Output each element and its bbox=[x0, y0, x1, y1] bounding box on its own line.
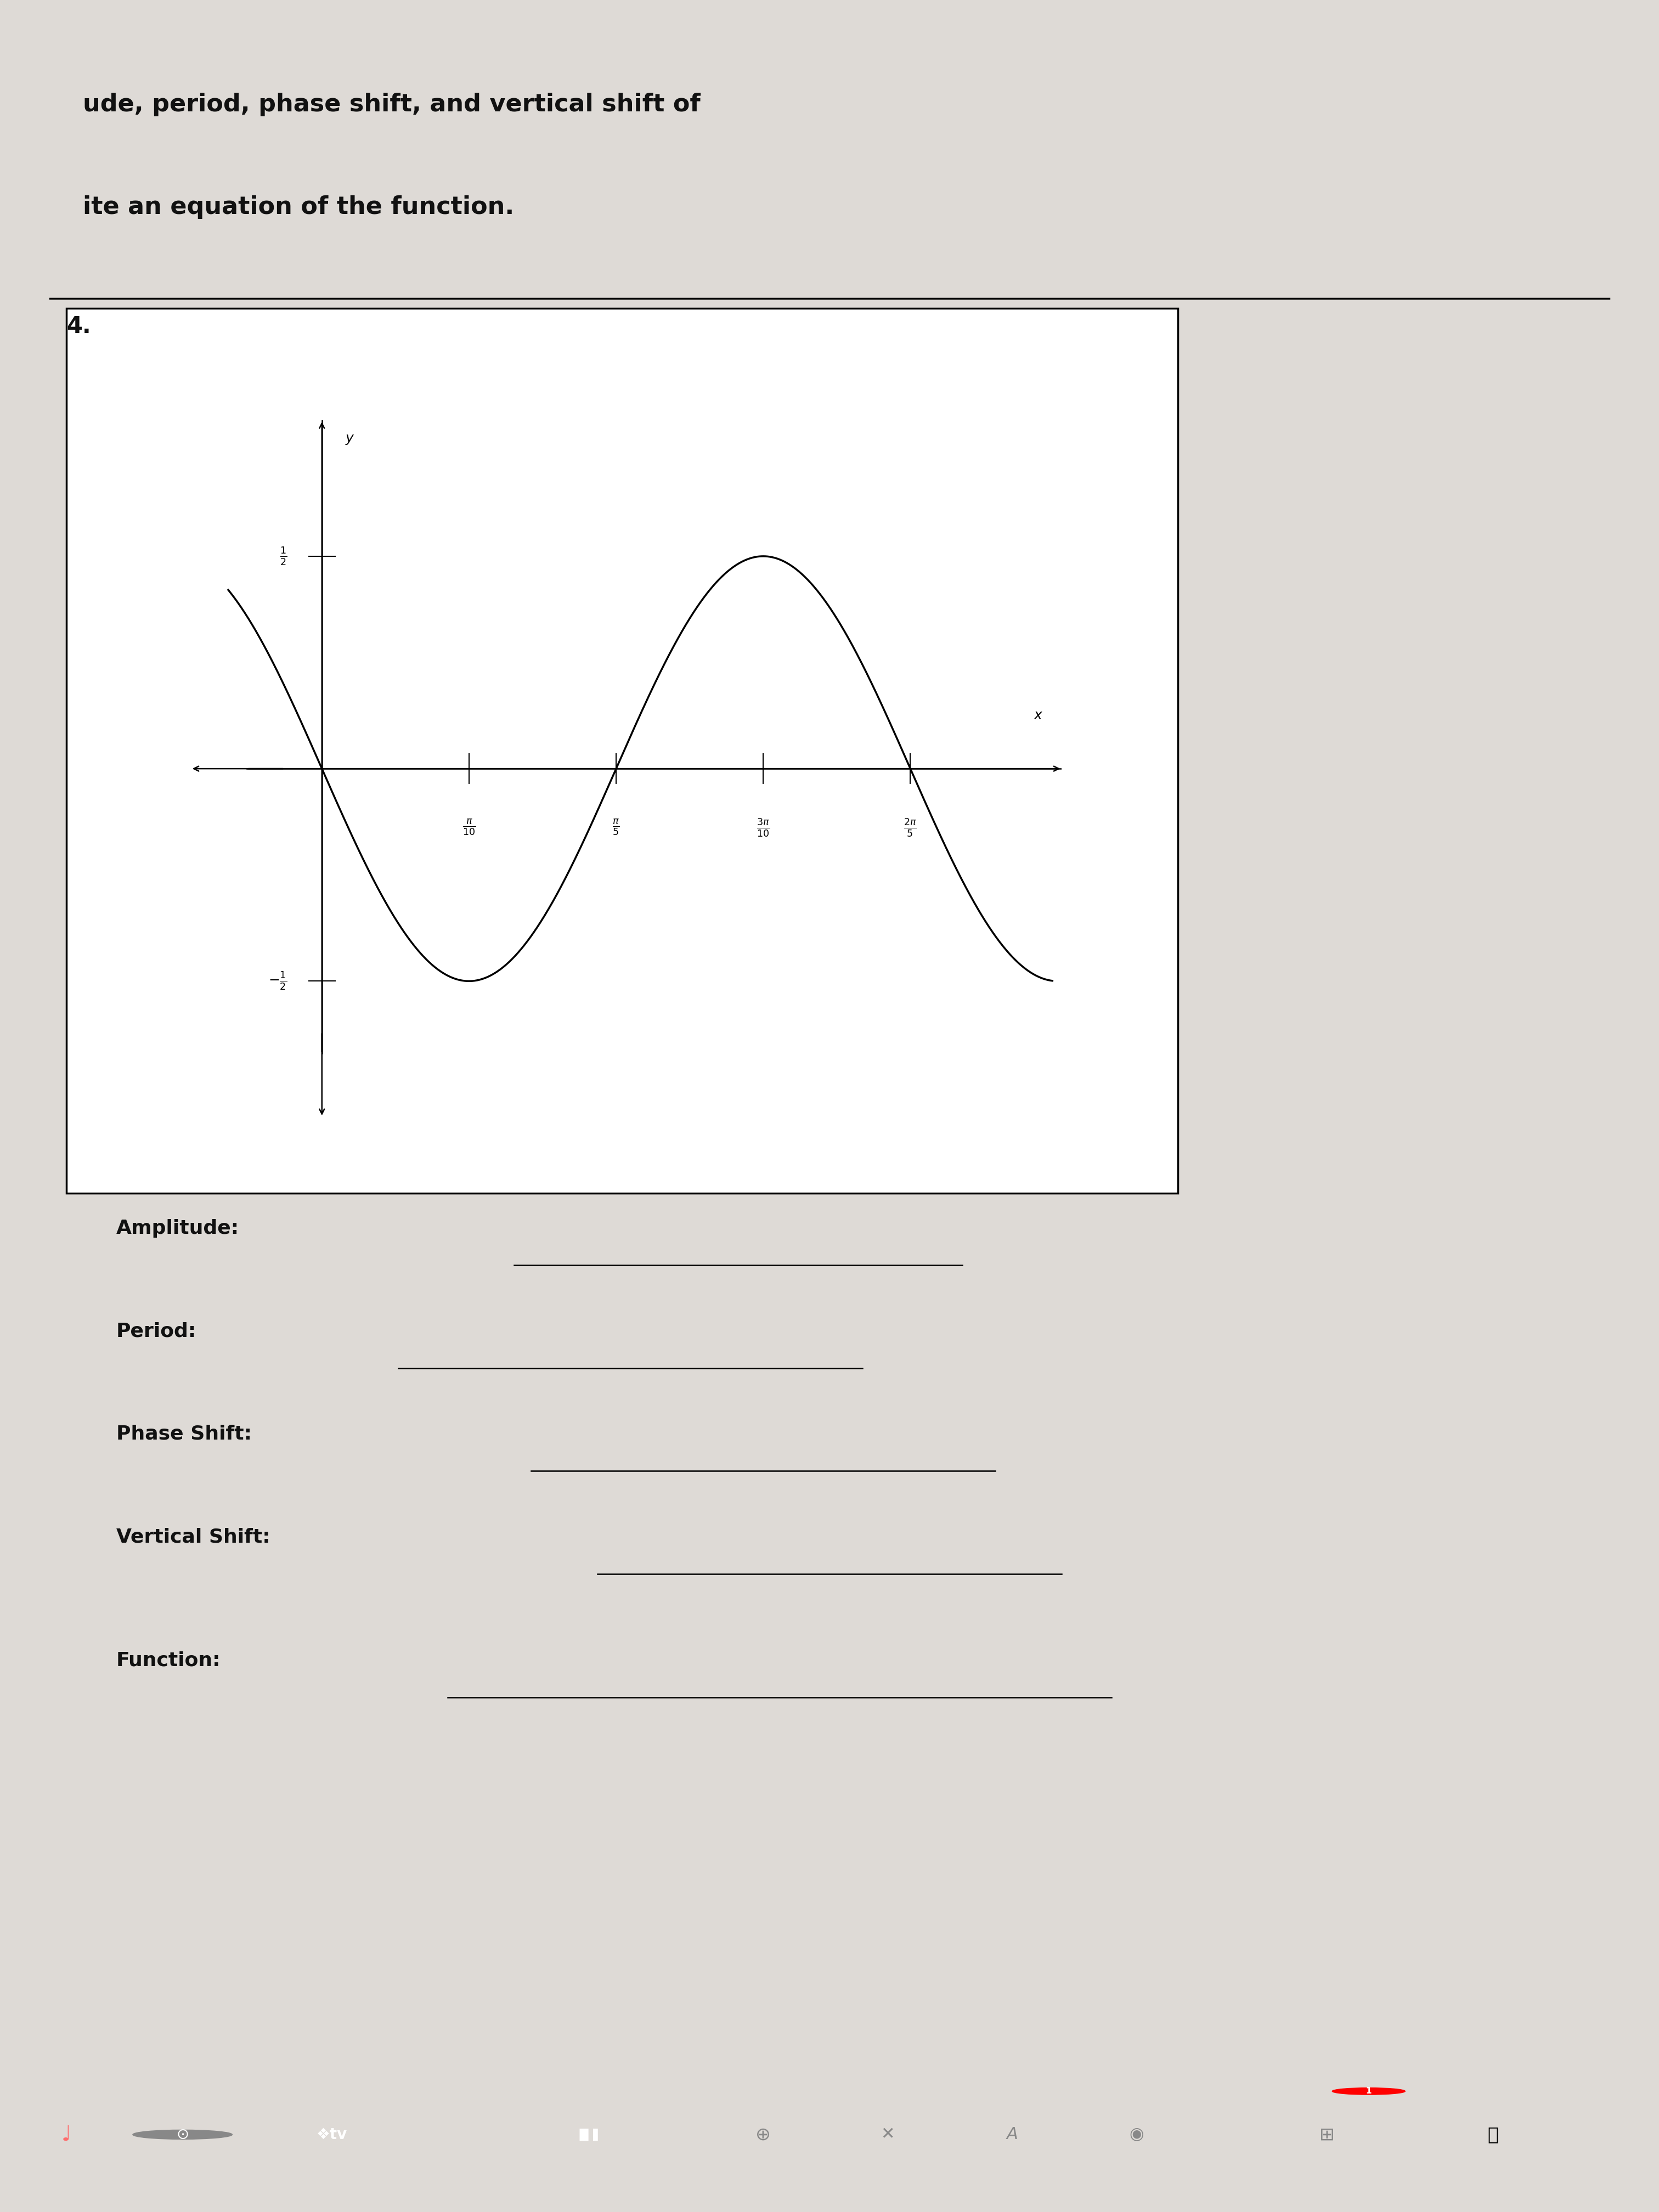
Text: Phase Shift:: Phase Shift: bbox=[116, 1425, 252, 1442]
Text: 4.: 4. bbox=[66, 314, 91, 338]
Text: $-\frac{1}{2}$: $-\frac{1}{2}$ bbox=[269, 971, 287, 991]
Text: $\frac{2\pi}{5}$: $\frac{2\pi}{5}$ bbox=[904, 818, 917, 838]
Text: $y$: $y$ bbox=[345, 434, 355, 447]
Text: ude, period, phase shift, and vertical shift of: ude, period, phase shift, and vertical s… bbox=[83, 93, 700, 117]
Text: $\frac{3\pi}{10}$: $\frac{3\pi}{10}$ bbox=[757, 818, 770, 838]
Text: ⊙: ⊙ bbox=[176, 2128, 189, 2141]
Text: Amplitude:: Amplitude: bbox=[116, 1219, 239, 1237]
Text: ◉: ◉ bbox=[1130, 2126, 1143, 2143]
Text: Period:: Period: bbox=[116, 1321, 196, 1340]
Text: $\frac{1}{2}$: $\frac{1}{2}$ bbox=[280, 546, 287, 566]
Text: $x$: $x$ bbox=[1034, 708, 1044, 721]
Text: ite an equation of the function.: ite an equation of the function. bbox=[83, 195, 514, 219]
FancyBboxPatch shape bbox=[66, 310, 1178, 1192]
Text: ⊕: ⊕ bbox=[755, 2126, 771, 2143]
Text: ♩: ♩ bbox=[61, 2124, 71, 2146]
Text: 🏔: 🏔 bbox=[1488, 2126, 1498, 2143]
Text: ▐▌▌: ▐▌▌ bbox=[576, 2128, 602, 2141]
Text: ❖tv: ❖tv bbox=[317, 2128, 347, 2141]
Text: ✕: ✕ bbox=[881, 2126, 894, 2143]
Text: Vertical Shift:: Vertical Shift: bbox=[116, 1526, 270, 1546]
Text: 1: 1 bbox=[1365, 2088, 1372, 2095]
Text: Function:: Function: bbox=[116, 1650, 221, 1670]
Circle shape bbox=[1332, 2088, 1405, 2095]
Text: $\frac{\pi}{5}$: $\frac{\pi}{5}$ bbox=[612, 818, 620, 836]
Circle shape bbox=[133, 2130, 232, 2139]
Text: A: A bbox=[1007, 2126, 1017, 2143]
Text: ⊞: ⊞ bbox=[1319, 2126, 1335, 2143]
Text: $\frac{\pi}{10}$: $\frac{\pi}{10}$ bbox=[463, 818, 476, 836]
